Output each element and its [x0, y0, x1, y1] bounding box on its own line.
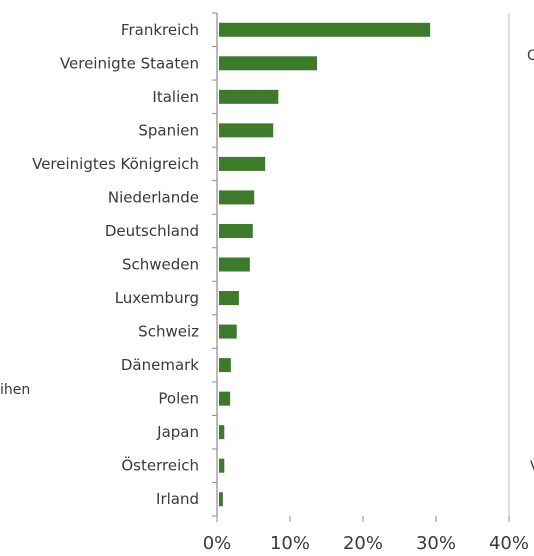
bar	[219, 391, 231, 406]
x-tick-labels: 0% 10% 20% 30% 40%	[203, 533, 529, 554]
bar	[219, 56, 318, 71]
category-label: Japan	[156, 423, 199, 441]
bar	[219, 89, 279, 104]
x-tick-label: 0%	[203, 533, 232, 554]
bar	[219, 458, 225, 473]
plot-frame	[216, 13, 510, 516]
x-tick-label: 40%	[489, 533, 529, 554]
category-label: Vereinigtes Königreich	[32, 155, 199, 173]
category-label: Vereinigte Staaten	[60, 54, 199, 72]
category-label: Spanien	[138, 121, 199, 139]
category-label: Schweden	[122, 256, 199, 274]
bar	[219, 22, 431, 37]
category-label: Dänemark	[121, 356, 199, 374]
category-label: Niederlande	[108, 188, 199, 206]
truncated-text-left: ihen	[0, 382, 31, 398]
category-label: Luxemburg	[115, 289, 199, 307]
bar	[219, 257, 250, 272]
bar	[219, 190, 255, 205]
x-tick-label: 20%	[343, 533, 383, 554]
bar	[219, 492, 223, 507]
category-label: Polen	[158, 390, 199, 408]
category-label: Deutschland	[105, 222, 199, 240]
category-label: Frankreich	[121, 21, 199, 39]
bar	[219, 123, 274, 138]
bar	[219, 156, 266, 171]
category-label: Irland	[156, 490, 199, 508]
x-tick-label: 10%	[270, 533, 310, 554]
bar	[219, 324, 237, 339]
bar	[219, 223, 253, 238]
truncated-text-right-bottom: V	[530, 459, 534, 475]
category-labels: Frankreich Vereinigte Staaten Italien Spani…	[32, 21, 199, 508]
bar	[219, 291, 239, 306]
bars-layer	[219, 22, 431, 507]
x-tick-label: 30%	[416, 533, 456, 554]
bar	[219, 425, 225, 440]
bar	[219, 358, 231, 373]
category-label: Österreich	[121, 456, 199, 475]
category-label: Schweiz	[138, 323, 199, 341]
truncated-text-right-top: C	[527, 48, 534, 64]
ticks-layer	[212, 12, 510, 522]
category-label: Italien	[152, 88, 199, 106]
